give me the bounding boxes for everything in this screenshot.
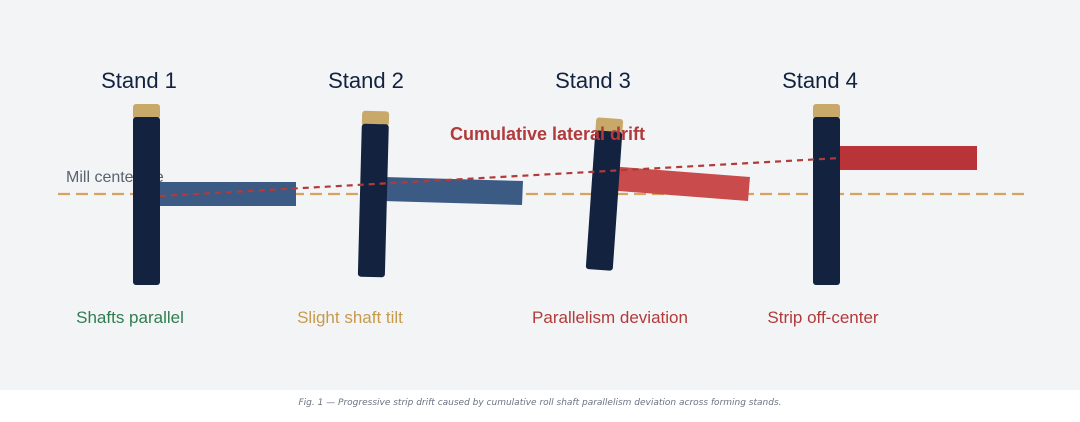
roll-shaft-2 xyxy=(357,110,390,278)
drift-trend-line xyxy=(159,156,841,198)
stand-title-4: Stand 4 xyxy=(782,68,858,93)
stand-title-3: Stand 3 xyxy=(555,68,631,93)
strip-segment-2 xyxy=(383,177,523,205)
roll-shaft-3 xyxy=(585,117,624,271)
shaft-body xyxy=(357,123,389,278)
stand-status-1: Shafts parallel xyxy=(76,308,184,327)
shaft-body xyxy=(133,117,160,285)
diagram-panel: Mill centerline Cumulative lateral drift… xyxy=(0,0,1080,390)
shaft-body xyxy=(813,117,840,285)
figure-caption: Fig. 1 — Progressive strip drift caused … xyxy=(298,398,782,408)
strip-segment-1 xyxy=(155,182,296,206)
stand-status-3: Parallelism deviation xyxy=(532,308,688,327)
stand-status-2: Slight shaft tilt xyxy=(297,308,403,327)
strip-segment-3 xyxy=(606,166,750,201)
strip-drift-diagram: Mill centerline Cumulative lateral drift… xyxy=(58,68,1028,327)
stand-title-1: Stand 1 xyxy=(101,68,177,93)
shaft-body xyxy=(585,130,623,271)
strip-segment-4 xyxy=(838,146,977,170)
roll-shaft-4 xyxy=(813,104,840,285)
roll-shaft-1 xyxy=(133,104,160,285)
stand-status-4: Strip off-center xyxy=(767,308,879,327)
shaft-cap xyxy=(813,104,840,119)
shaft-cap xyxy=(595,117,624,134)
drift-label: Cumulative lateral drift xyxy=(450,124,645,144)
shaft-cap xyxy=(361,110,390,127)
shaft-cap xyxy=(133,104,160,119)
stand-title-2: Stand 2 xyxy=(328,68,404,93)
